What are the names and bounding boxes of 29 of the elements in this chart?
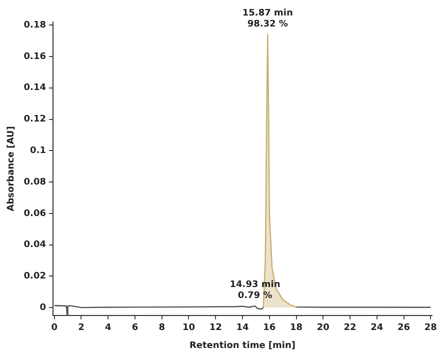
x-tick-label: 4: [104, 323, 112, 334]
y-tick-label: 0.18: [24, 20, 46, 30]
y-tick-label: 0.06: [24, 208, 46, 219]
x-tick-label: 22: [344, 323, 356, 334]
x-tick-label: 18: [290, 323, 303, 334]
x-tick-label: 10: [182, 323, 196, 334]
y-tick-label: 0.12: [24, 114, 46, 125]
x-tick-label: 16: [263, 323, 276, 334]
y-tick-label: 0.1: [30, 146, 46, 156]
x-tick-label: 6: [132, 323, 138, 334]
y-tick-label: 0.14: [24, 83, 46, 94]
y-axis-title: Absorbance [AU]: [6, 126, 17, 212]
y-tick-label: 0: [40, 302, 46, 313]
y-tick-label: 0.04: [24, 240, 46, 250]
annotation: 14.93 min 0.79 %: [230, 280, 280, 301]
x-tick-label: 26: [398, 323, 410, 334]
x-tick-label: 0: [51, 323, 58, 334]
x-tick-label: 8: [158, 323, 165, 334]
annotation: 15.87 min 98.32 %: [242, 8, 293, 30]
y-tick-label: 0.08: [24, 177, 46, 188]
x-tick-label: 20: [316, 323, 330, 334]
x-axis-title: Retention time [min]: [189, 340, 296, 351]
x-tick-label: 28: [424, 323, 437, 334]
x-tick-label: 12: [209, 323, 222, 334]
y-tick-label: 0.16: [24, 52, 46, 62]
x-tick-label: 24: [370, 323, 384, 334]
y-tick-label: 0.02: [24, 272, 46, 282]
x-tick-label: 14: [236, 323, 249, 334]
x-tick-label: 2: [78, 323, 84, 334]
